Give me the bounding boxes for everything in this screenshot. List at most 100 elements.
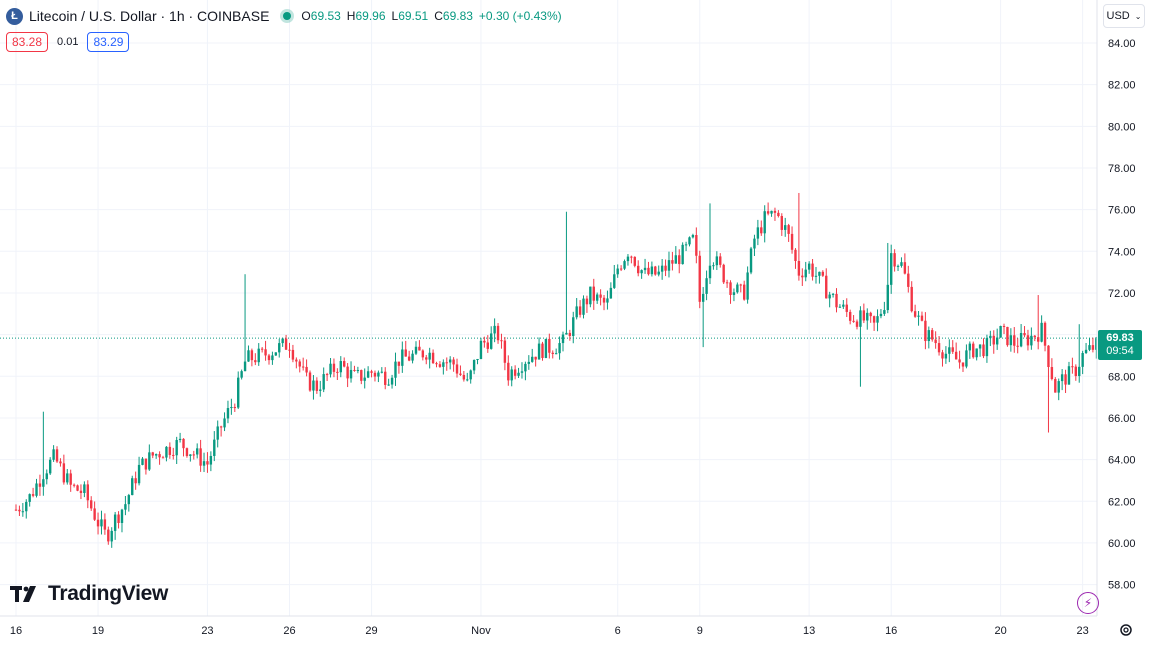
candle-body <box>445 362 448 364</box>
candle-body <box>589 286 592 305</box>
candle-body <box>260 348 264 350</box>
candle-body <box>879 313 883 317</box>
candle <box>124 495 127 516</box>
candle-body <box>45 473 48 480</box>
price-axis[interactable]: 84.0082.0080.0078.0076.0074.0072.0070.00… <box>1096 0 1136 616</box>
candle <box>158 451 161 465</box>
candle-body <box>811 263 814 277</box>
candle-body <box>356 370 360 372</box>
candle <box>801 268 804 286</box>
candle <box>866 308 869 330</box>
candle <box>131 475 134 496</box>
candle-body <box>230 407 233 409</box>
candle-body <box>394 361 397 378</box>
candle <box>1067 361 1071 385</box>
market-status-icon[interactable] <box>283 12 292 20</box>
y-tick-label: 78.00 <box>1108 163 1136 175</box>
candle-body <box>729 282 732 295</box>
candle-body <box>965 350 968 367</box>
candle <box>360 369 363 385</box>
candle-body <box>531 356 534 362</box>
candle <box>903 253 907 275</box>
candle-body <box>575 306 578 318</box>
candle-body <box>370 371 373 373</box>
ohlc-open-key: O <box>301 9 311 23</box>
candle <box>643 258 647 274</box>
currency-selector[interactable]: USD ⌄ <box>1103 4 1145 28</box>
candle <box>418 340 421 351</box>
candle-body <box>941 352 944 359</box>
candle <box>476 358 479 365</box>
time-axis[interactable]: 16 19 23 26 29 Nov 6 9 13 16 20 23 <box>0 615 1097 637</box>
buy-button[interactable]: 83.29 <box>87 32 130 52</box>
candle <box>38 474 42 496</box>
candle <box>366 366 370 379</box>
candle-body <box>568 332 572 337</box>
candle-body <box>90 500 93 509</box>
candle <box>274 352 278 357</box>
candle <box>496 323 500 344</box>
candle <box>859 306 862 387</box>
candle-body <box>202 461 206 466</box>
candle <box>168 442 172 459</box>
symbol-title[interactable]: Litecoin / U.S. Dollar · 1h · COINBASE <box>29 8 270 24</box>
y-tick-label: 68.00 <box>1108 371 1136 383</box>
candle <box>924 312 927 350</box>
candle <box>380 367 384 374</box>
candle <box>821 270 825 277</box>
candle <box>421 349 425 361</box>
candle-body <box>701 293 705 302</box>
candle <box>517 367 520 379</box>
candle-body <box>913 311 917 317</box>
candle <box>1013 327 1016 353</box>
x-tick-label: 29 <box>365 625 377 637</box>
candle-body <box>404 349 407 357</box>
candle <box>151 451 154 459</box>
candle <box>295 357 298 369</box>
candle <box>401 341 404 373</box>
tradingview-logo[interactable]: TradingView <box>10 582 168 606</box>
candle-body <box>937 343 941 353</box>
candle <box>691 233 695 239</box>
lightning-icon[interactable]: ⚡ <box>1077 592 1099 614</box>
x-tick-label: 13 <box>803 625 815 637</box>
bar-countdown: 09:54 <box>1106 345 1134 357</box>
candle-body <box>284 338 288 350</box>
candle-body <box>442 362 445 367</box>
candle-body <box>537 343 541 360</box>
candle-body <box>48 459 52 474</box>
candle <box>910 281 913 313</box>
candle-body <box>254 360 257 363</box>
candle-body <box>1026 335 1030 346</box>
candle <box>1084 342 1088 355</box>
candle-body <box>418 346 421 351</box>
candle <box>790 226 794 254</box>
candle <box>264 340 267 361</box>
candle-body <box>421 350 425 358</box>
candle <box>660 258 664 280</box>
candle <box>958 350 961 369</box>
candle-body <box>660 265 664 272</box>
candle <box>572 311 575 344</box>
candle <box>937 335 941 356</box>
settings-gear-icon[interactable] <box>1118 622 1134 638</box>
candle-body <box>917 315 920 317</box>
candle <box>110 527 113 548</box>
candle <box>233 403 236 412</box>
candle-body <box>534 356 537 360</box>
candle <box>288 342 291 358</box>
candle <box>202 452 206 473</box>
candle <box>951 340 954 354</box>
candle <box>141 457 144 466</box>
candle-body <box>295 359 298 362</box>
sell-button[interactable]: 83.28 <box>6 32 49 52</box>
candle-body <box>366 371 370 378</box>
candle-body <box>86 484 89 501</box>
candle <box>742 280 746 301</box>
candle <box>719 253 722 268</box>
candle-body <box>288 349 291 351</box>
candle-body <box>240 371 243 378</box>
ohlc-low-key: L <box>391 9 399 23</box>
candle <box>975 348 978 361</box>
